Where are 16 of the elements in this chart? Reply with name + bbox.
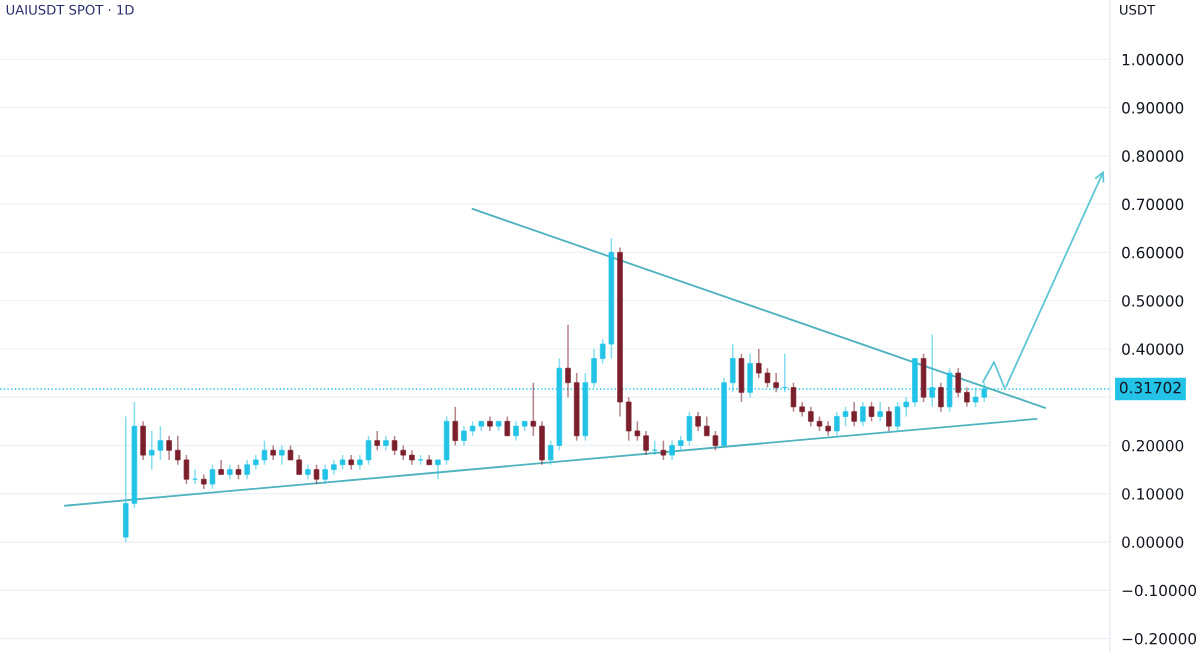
y-tick-label: 1.00000	[1122, 53, 1184, 66]
y-axis-title: USDT	[1120, 4, 1156, 15]
y-tick-label: −0.10000	[1122, 584, 1197, 597]
y-tick-label: 0.10000	[1122, 488, 1184, 500]
y-tick-label: −0.20000	[1122, 632, 1197, 645]
y-tick-label: 0.40000	[1122, 343, 1184, 355]
y-tick-label: 0.00000	[1122, 536, 1184, 548]
y-tick-label: 0.50000	[1122, 295, 1184, 307]
candlestick	[192, 468, 198, 485]
y-tick-label: 0.80000	[1122, 150, 1184, 162]
y-tick-label: 0.20000	[1122, 439, 1184, 452]
chart-title: UAIUSDT SPOT · 1D	[6, 4, 134, 15]
y-tick-label: 0.90000	[1122, 102, 1184, 114]
y-tick-label: 0.60000	[1122, 246, 1184, 259]
y-tick-label: 0.70000	[1122, 198, 1184, 211]
ref-line-label: 0.31702	[1119, 381, 1181, 394]
